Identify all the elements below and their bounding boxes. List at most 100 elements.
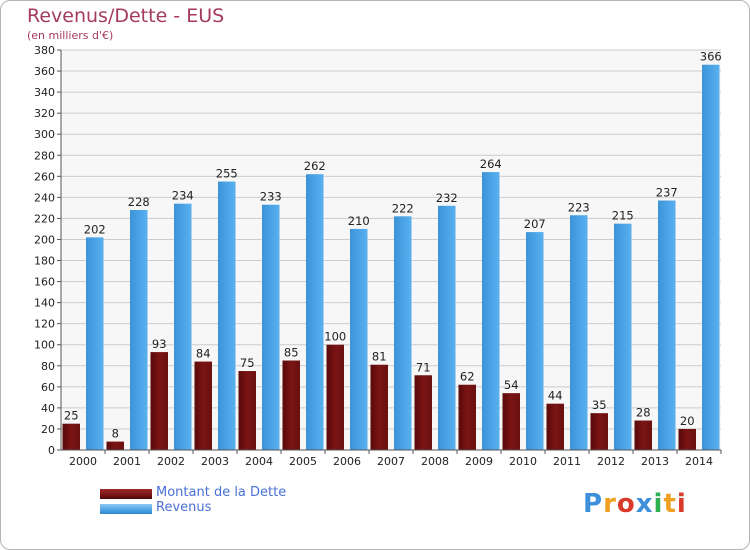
bar-revenus	[306, 174, 324, 451]
x-tick-label: 2006	[333, 455, 361, 468]
value-label-dette: 8	[112, 427, 119, 441]
y-tick-label: 0	[48, 444, 55, 457]
value-label-revenus: 366	[700, 50, 722, 64]
x-tick-label: 2011	[553, 455, 581, 468]
bar-revenus	[438, 205, 456, 450]
y-tick-label: 60	[41, 381, 55, 394]
y-tick-label: 40	[41, 402, 55, 415]
value-label-dette: 93	[152, 337, 167, 351]
y-tick-label: 360	[34, 65, 55, 78]
legend-swatch-dette	[100, 489, 152, 499]
bar-revenus	[658, 200, 676, 450]
logo-letter: o	[616, 489, 636, 519]
bar-chart: 0204060801001201401601802002202402602803…	[34, 44, 722, 468]
y-tick-label: 120	[34, 318, 55, 331]
value-label-dette: 85	[284, 346, 299, 360]
y-tick-label: 260	[34, 170, 55, 183]
bar-revenus	[394, 216, 412, 450]
value-label-dette: 100	[324, 330, 346, 344]
value-label-dette: 25	[64, 409, 79, 423]
bar-revenus	[482, 172, 500, 450]
chart-title: Revenus/Dette - EUS	[27, 5, 225, 27]
x-tick-label: 2012	[597, 455, 625, 468]
value-label-revenus: 222	[392, 201, 414, 215]
x-tick-label: 2009	[465, 455, 493, 468]
bar-revenus	[614, 223, 632, 450]
bar-revenus	[350, 228, 368, 450]
x-tick-label: 2002	[157, 455, 185, 468]
y-tick-label: 160	[34, 276, 55, 289]
value-label-revenus: 233	[260, 190, 282, 204]
value-label-revenus: 202	[84, 222, 106, 236]
bars	[62, 64, 720, 451]
y-tick-label: 220	[34, 212, 55, 225]
value-label-revenus: 232	[436, 191, 458, 205]
bar-dette	[370, 364, 388, 450]
x-tick-label: 2004	[245, 455, 273, 468]
value-label-dette: 44	[548, 389, 563, 403]
y-tick-label: 320	[34, 107, 55, 120]
value-label-revenus: 237	[656, 186, 678, 200]
bar-dette	[106, 441, 124, 450]
logo-letter: i	[676, 489, 687, 519]
x-tick-label: 2005	[289, 455, 317, 468]
y-tick-label: 240	[34, 191, 55, 204]
value-label-dette: 28	[636, 406, 651, 420]
value-label-revenus: 262	[304, 159, 326, 173]
chart-subtitle: (en milliers d'€)	[27, 29, 114, 42]
y-axis-ticks: 0 20 40 60 80 100 120 140 160 180 200 220 240 260 280 3…	[34, 44, 61, 457]
bar-dette	[502, 393, 520, 450]
bar-revenus	[570, 215, 588, 450]
logo-letter: x	[635, 489, 654, 519]
value-labels: 2520282289323484255752338526210021081222…	[64, 50, 722, 441]
legend-swatch-revenus	[100, 504, 152, 514]
x-tick-label: 2001	[113, 455, 141, 468]
value-label-revenus: 228	[128, 195, 150, 209]
y-tick-label: 140	[34, 297, 55, 310]
logo-letter: r	[603, 489, 617, 519]
bar-dette	[326, 344, 344, 450]
value-label-dette: 71	[416, 360, 431, 374]
bar-revenus	[86, 237, 104, 450]
bar-dette	[634, 420, 652, 450]
logo-letter: i	[653, 489, 664, 519]
value-label-revenus: 215	[612, 209, 634, 223]
bar-revenus	[526, 232, 544, 450]
bar-revenus	[130, 210, 148, 450]
bar-dette	[194, 361, 212, 450]
value-label-revenus: 207	[524, 217, 546, 231]
x-tick-label: 2000	[69, 455, 97, 468]
bar-dette	[62, 423, 80, 450]
y-tick-label: 80	[41, 360, 55, 373]
x-tick-label: 2013	[641, 455, 669, 468]
gridlines	[61, 49, 721, 430]
y-tick-label: 200	[34, 233, 55, 246]
y-tick-label: 280	[34, 149, 55, 162]
bar-dette	[678, 428, 696, 450]
x-tick-label: 2014	[685, 455, 713, 468]
plot-area	[61, 50, 721, 450]
bar-dette	[282, 360, 300, 450]
y-tick-label: 20	[41, 423, 55, 436]
x-axis-ticks: 2000 2001 2002 2003 2004 2005 2006 2007 2008 2009…	[69, 450, 722, 468]
value-label-revenus: 255	[216, 167, 238, 181]
value-label-dette: 62	[460, 370, 475, 384]
y-tick-label: 300	[34, 128, 55, 141]
bar-revenus	[262, 204, 280, 450]
x-tick-label: 2010	[509, 455, 537, 468]
bar-dette	[590, 413, 608, 450]
y-tick-label: 340	[34, 86, 55, 99]
bar-revenus	[218, 181, 236, 450]
x-tick-label: 2008	[421, 455, 449, 468]
logo-letter: t	[663, 489, 677, 519]
logo-letter: P	[583, 489, 604, 519]
y-tick-label: 100	[34, 339, 55, 352]
bar-dette	[238, 371, 256, 450]
value-label-dette: 35	[592, 398, 607, 412]
legend-label-dette: Montant de la Dette	[156, 485, 287, 500]
value-label-dette: 75	[240, 356, 255, 370]
value-label-revenus: 223	[568, 200, 590, 214]
bar-revenus	[174, 203, 192, 450]
bar-dette	[414, 375, 432, 450]
bar-dette	[546, 403, 564, 450]
